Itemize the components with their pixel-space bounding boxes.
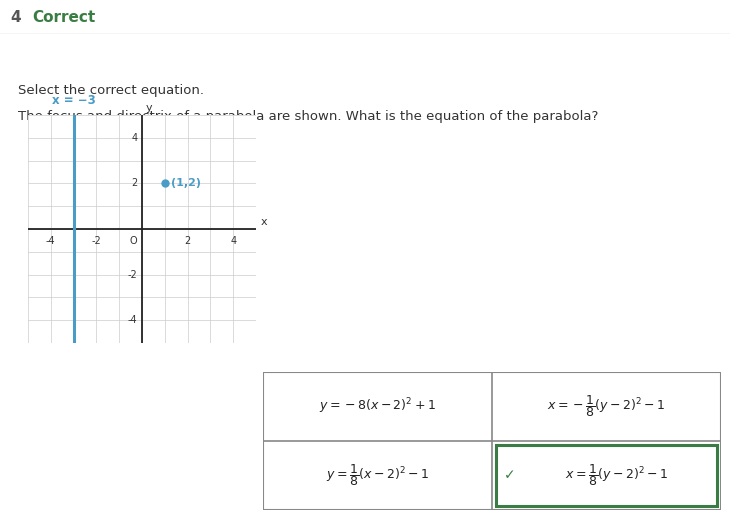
Text: The focus and directrix of a parabola are shown. What is the equation of the par: The focus and directrix of a parabola ar… [18,110,599,123]
Text: $x = \dfrac{1}{8}(y-2)^2-1$: $x = \dfrac{1}{8}(y-2)^2-1$ [565,463,668,488]
Bar [496,445,717,506]
Text: 4: 4 [230,236,237,246]
Text: Correct: Correct [32,10,95,24]
Text: x = −3: x = −3 [52,94,96,107]
Text: -4: -4 [46,236,55,246]
Text: $y = \dfrac{1}{8}(x-2)^2-1$: $y = \dfrac{1}{8}(x-2)^2-1$ [326,463,429,488]
Text: 2: 2 [185,236,191,246]
Text: (1,2): (1,2) [171,178,201,188]
Text: O: O [130,236,137,246]
Text: -2: -2 [91,236,101,246]
Text: -4: -4 [128,315,137,325]
Text: Select the correct equation.: Select the correct equation. [18,84,204,97]
Text: x: x [261,216,267,227]
Text: 4: 4 [10,10,20,24]
Text: y: y [145,103,152,112]
Text: 2: 2 [131,178,137,188]
Text: 4: 4 [131,133,137,143]
Text: -2: -2 [128,270,137,280]
Text: $y = -8(x-2)^2+1$: $y = -8(x-2)^2+1$ [319,397,436,416]
Text: $x = -\dfrac{1}{8}(y-2)^2-1$: $x = -\dfrac{1}{8}(y-2)^2-1$ [548,393,666,419]
Text: ✓: ✓ [504,468,515,483]
